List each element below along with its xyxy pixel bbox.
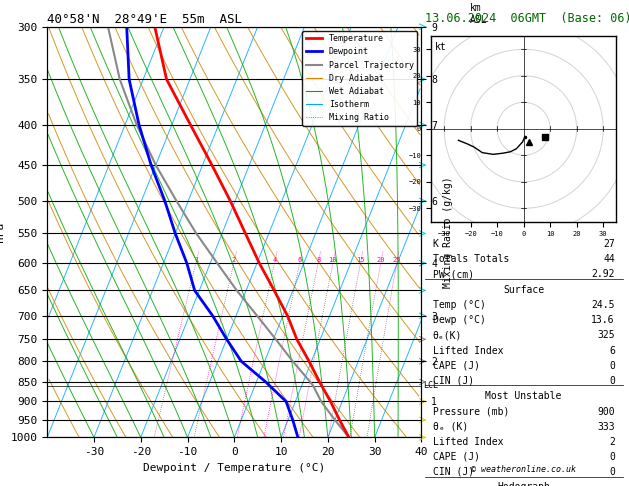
Text: θₑ(K): θₑ(K): [433, 330, 462, 341]
Text: Lifted Index: Lifted Index: [433, 346, 503, 356]
Text: Temp (°C): Temp (°C): [433, 300, 486, 311]
Y-axis label: hPa: hPa: [0, 222, 5, 242]
Text: Surface: Surface: [503, 285, 544, 295]
Text: 25: 25: [392, 257, 401, 263]
Text: 333: 333: [597, 422, 615, 432]
Text: 6: 6: [609, 346, 615, 356]
Text: 13.6: 13.6: [591, 315, 615, 326]
Text: 0: 0: [609, 376, 615, 386]
Text: Pressure (mb): Pressure (mb): [433, 407, 509, 417]
Text: kt: kt: [435, 42, 447, 52]
Text: Hodograph: Hodograph: [497, 482, 550, 486]
Text: 15: 15: [356, 257, 365, 263]
Text: θₑ (K): θₑ (K): [433, 422, 468, 432]
Text: km
ASL: km ASL: [470, 3, 487, 25]
Text: CIN (J): CIN (J): [433, 376, 474, 386]
Text: 1: 1: [194, 257, 198, 263]
Text: 2: 2: [609, 437, 615, 447]
Text: 4: 4: [272, 257, 277, 263]
Text: 0: 0: [609, 452, 615, 462]
Text: 2: 2: [231, 257, 236, 263]
Text: 10: 10: [328, 257, 337, 263]
Text: Lifted Index: Lifted Index: [433, 437, 503, 447]
Text: CIN (J): CIN (J): [433, 467, 474, 477]
Text: © weatheronline.co.uk: © weatheronline.co.uk: [471, 465, 576, 474]
Text: LCL: LCL: [423, 382, 438, 390]
Text: PW (cm): PW (cm): [433, 269, 474, 279]
Text: K: K: [433, 240, 438, 249]
Text: 40°58'N  28°49'E  55m  ASL: 40°58'N 28°49'E 55m ASL: [47, 13, 242, 26]
Text: 325: 325: [597, 330, 615, 341]
Text: 27: 27: [603, 240, 615, 249]
Text: 2.92: 2.92: [591, 269, 615, 279]
Y-axis label: Mixing Ratio (g/kg): Mixing Ratio (g/kg): [443, 176, 453, 288]
Text: Totals Totals: Totals Totals: [433, 255, 509, 264]
Legend: Temperature, Dewpoint, Parcel Trajectory, Dry Adiabat, Wet Adiabat, Isotherm, Mi: Temperature, Dewpoint, Parcel Trajectory…: [303, 31, 417, 125]
Text: 0: 0: [609, 467, 615, 477]
Text: Dewp (°C): Dewp (°C): [433, 315, 486, 326]
Text: CAPE (J): CAPE (J): [433, 452, 479, 462]
Text: 13.06.2024  06GMT  (Base: 06): 13.06.2024 06GMT (Base: 06): [425, 12, 629, 25]
Text: 24.5: 24.5: [591, 300, 615, 311]
Text: CAPE (J): CAPE (J): [433, 361, 479, 371]
Text: 0: 0: [609, 361, 615, 371]
X-axis label: Dewpoint / Temperature (°C): Dewpoint / Temperature (°C): [143, 463, 325, 473]
Text: 20: 20: [376, 257, 385, 263]
Text: 900: 900: [597, 407, 615, 417]
Text: 44: 44: [603, 255, 615, 264]
Text: 8: 8: [316, 257, 320, 263]
Text: Most Unstable: Most Unstable: [486, 391, 562, 401]
Text: 6: 6: [298, 257, 302, 263]
